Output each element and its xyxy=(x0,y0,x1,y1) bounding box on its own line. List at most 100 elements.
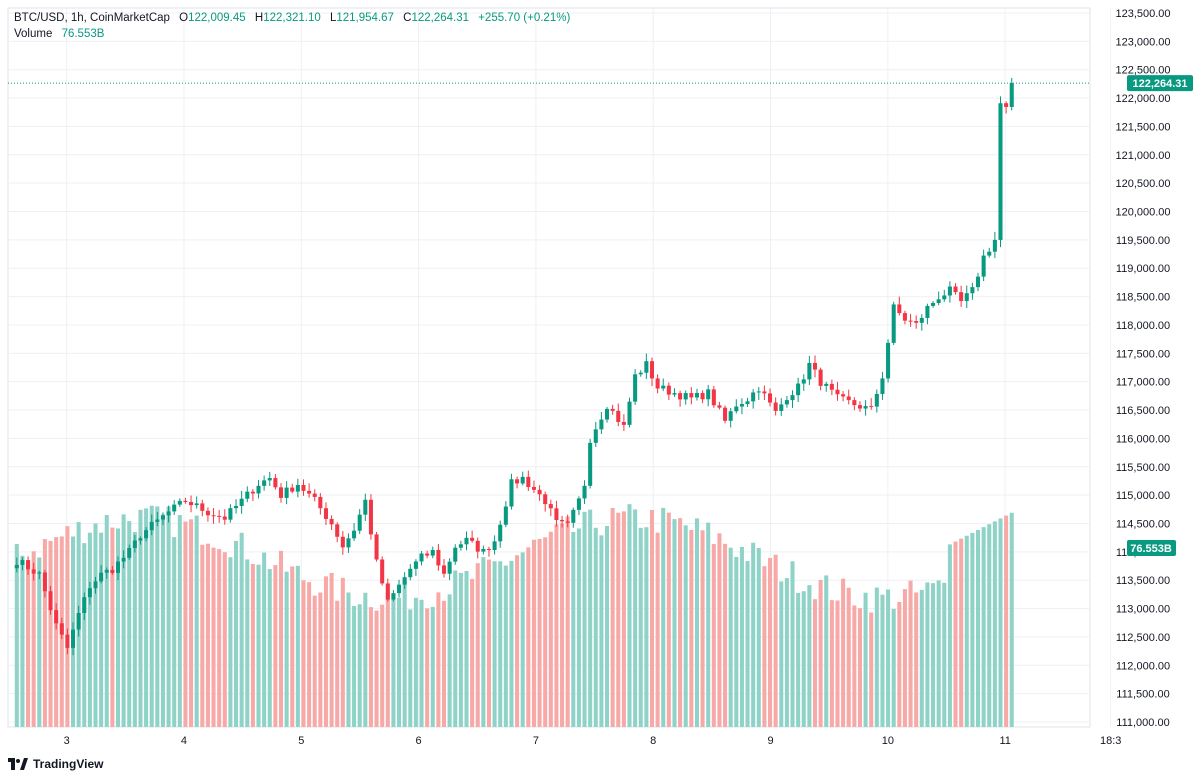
volume-bar xyxy=(751,542,756,727)
candle-body xyxy=(245,491,250,499)
candle-body xyxy=(31,569,36,574)
candle-body xyxy=(385,583,390,600)
candle-body xyxy=(509,479,514,507)
candle-body xyxy=(931,302,936,306)
candle-body xyxy=(824,383,829,386)
candle-body xyxy=(975,276,981,288)
volume-bar xyxy=(65,526,70,727)
candle-body xyxy=(700,392,705,400)
volume-bar xyxy=(942,582,947,727)
candle-body xyxy=(874,393,879,407)
volume-bar xyxy=(189,519,194,727)
symbol-label[interactable]: BTC/USD, 1h, CoinMarketCap xyxy=(14,12,170,24)
candle-body xyxy=(217,515,222,517)
candle-body xyxy=(200,503,205,511)
candle-body xyxy=(267,478,272,481)
candle-body xyxy=(284,487,289,498)
last-price-tag-label: 122,264.31 xyxy=(1132,78,1187,90)
volume-bar xyxy=(82,543,87,727)
candle-body xyxy=(408,568,413,578)
volume-bar xyxy=(430,606,435,727)
x-tick-label: 5 xyxy=(298,735,304,747)
volume-bar xyxy=(402,581,407,727)
candle-body xyxy=(70,629,76,648)
candle-body xyxy=(897,304,902,314)
x-tick-label: 9 xyxy=(767,735,773,747)
candle-body xyxy=(711,389,716,406)
candle-body xyxy=(312,493,317,497)
candle-body xyxy=(430,549,435,556)
volume-bar xyxy=(87,532,92,727)
candle-body xyxy=(239,498,244,506)
candle-body xyxy=(526,476,531,488)
volume-bar xyxy=(644,527,649,727)
y-tick-label: 122,000.00 xyxy=(1115,93,1170,105)
volume-bar xyxy=(796,592,801,727)
candle-body xyxy=(627,401,632,425)
high-label: H xyxy=(254,12,264,24)
tradingview-logo[interactable]: TradingView xyxy=(8,757,103,771)
candle-body xyxy=(48,591,53,611)
volume-bar xyxy=(886,589,891,727)
volume-bar xyxy=(250,564,255,727)
candle-body xyxy=(498,524,503,542)
candle-body xyxy=(981,255,986,277)
candle-body xyxy=(531,487,536,490)
candle-body xyxy=(520,476,525,484)
candle-body xyxy=(436,549,441,566)
candle-body xyxy=(739,404,744,407)
volume-bar xyxy=(998,518,1003,727)
volume-bar xyxy=(194,515,199,727)
candle-body xyxy=(818,369,823,386)
volume-bar xyxy=(391,595,396,727)
candle-body xyxy=(880,378,885,394)
volume-bar xyxy=(222,552,227,727)
volume-bar xyxy=(801,591,806,727)
volume-bar xyxy=(633,509,638,727)
last-price-tag xyxy=(1127,75,1193,92)
candle-body xyxy=(886,342,891,379)
low-value: 121,954.67 xyxy=(336,12,394,24)
candle-body xyxy=(964,293,969,302)
volume-bar xyxy=(959,538,964,727)
volume-bar xyxy=(784,578,789,727)
candle-body xyxy=(992,239,997,252)
candle-body xyxy=(768,393,773,403)
volume-bar xyxy=(177,515,182,727)
y-tick-label: 122,500.00 xyxy=(1115,65,1170,77)
candle-body xyxy=(475,540,480,552)
volume-bar xyxy=(621,511,626,727)
volume-bar xyxy=(964,535,969,727)
volume-bar xyxy=(987,524,992,727)
candle-body xyxy=(756,391,761,393)
volume-bar xyxy=(323,576,328,727)
candle-body xyxy=(689,393,694,398)
candle-body xyxy=(706,389,711,400)
candle-body xyxy=(925,305,930,318)
volume-label[interactable]: Volume xyxy=(14,28,53,40)
x-tick-label: 8 xyxy=(650,735,656,747)
volume-bar xyxy=(756,547,761,727)
volume-bar xyxy=(919,589,924,727)
volume-bar xyxy=(936,580,941,727)
candle-body xyxy=(65,634,70,648)
volume-bar xyxy=(447,594,452,727)
candle-body xyxy=(87,588,92,598)
candle-body xyxy=(829,383,834,390)
y-tick-label: 121,500.00 xyxy=(1115,121,1170,133)
candle-body xyxy=(453,547,458,562)
candle-body xyxy=(492,541,497,551)
candle-body xyxy=(515,479,520,484)
volume-bar xyxy=(616,512,621,727)
candle-body xyxy=(54,610,59,624)
volume-bar xyxy=(548,531,553,727)
candle-body xyxy=(621,421,626,425)
volume-bar xyxy=(267,569,272,727)
candle-body xyxy=(380,559,385,584)
candle-body xyxy=(649,361,655,379)
volume-bar xyxy=(610,507,615,727)
candle-body xyxy=(723,407,728,421)
volume-bar xyxy=(683,525,688,727)
candle-body xyxy=(863,406,868,409)
